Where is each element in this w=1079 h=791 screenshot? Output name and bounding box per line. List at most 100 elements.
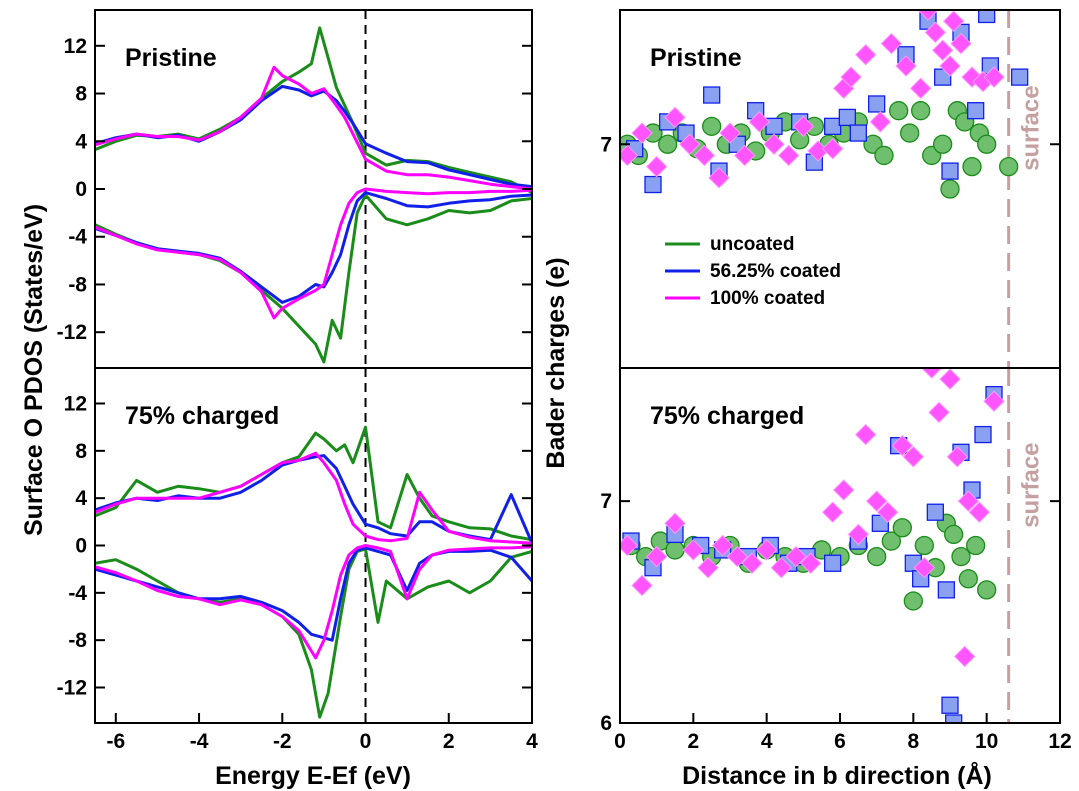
data-point-100-coated: [748, 111, 771, 133]
x-tick-label: 12: [1048, 730, 1071, 753]
data-point-100-coated: [682, 539, 705, 561]
series-line-up-100-coated: [95, 65, 532, 191]
data-point-uncoated: [665, 540, 685, 560]
y-tick-label: 12: [64, 393, 87, 416]
data-point-100-coated: [821, 138, 844, 160]
data-point-100-coated: [968, 501, 991, 523]
data-point-100-coated: [664, 512, 686, 535]
y-tick-label: -8: [68, 629, 87, 652]
data-point-56-coated: [868, 95, 886, 113]
data-point-uncoated: [966, 535, 986, 556]
data-point-uncoated: [911, 101, 931, 121]
data-point-100-coated: [726, 545, 749, 568]
data-point-100-coated: [631, 574, 653, 597]
plot-area: [95, 368, 532, 723]
x-tick-label: -4: [190, 730, 209, 753]
y-tick-label: 12: [64, 35, 87, 58]
surface-label: surface: [1018, 442, 1045, 527]
data-point-uncoated: [940, 179, 960, 199]
data-point-100-coated: [909, 77, 932, 100]
data-point-100-coated: [711, 534, 734, 557]
panel-title: Pristine: [125, 44, 217, 72]
data-point-100-coated: [719, 122, 741, 144]
panel-bader-charged: surface 6 7 0 2 4 6 8 10 12 75% charged: [600, 367, 1072, 753]
y-tick-label: -12: [57, 677, 87, 700]
data-point-100-coated: [902, 446, 925, 468]
left-y-axis-title: Surface O PDOS (States/eV): [20, 204, 48, 536]
data-point-100-coated: [777, 144, 800, 167]
data-point-100-coated: [931, 39, 954, 61]
y-tick-label: -8: [68, 273, 87, 296]
y-tick-label: 8: [75, 440, 87, 463]
data-point-56-coated: [974, 425, 992, 444]
data-point-uncoated: [951, 546, 971, 567]
data-point-uncoated: [958, 569, 978, 589]
x-tick-label: 0: [614, 730, 626, 753]
data-point-100-coated: [832, 479, 855, 501]
data-point-uncoated: [900, 123, 920, 143]
data-point-56-coated: [644, 175, 662, 194]
data-point-100-coated: [983, 66, 1005, 88]
data-point-56-coated: [967, 102, 985, 120]
data-point-56-coated: [1011, 68, 1029, 86]
surface-label: surface: [1018, 85, 1045, 170]
panel-pdos-charged: -12 -8 -4 0 4 8 12 -6 -4 -2 0 2 4 75% charged: [57, 367, 538, 753]
data-point-56-coated: [824, 117, 842, 135]
data-point-56-coated: [838, 108, 856, 127]
data-point-100-coated: [840, 66, 862, 88]
plot-area: [620, 368, 1011, 723]
data-point-100-coated: [953, 645, 976, 668]
x-tick-label: 4: [526, 730, 538, 753]
data-point-100-coated: [917, 10, 939, 21]
y-tick-label: 4: [75, 487, 87, 510]
y-tick-label: 4: [75, 130, 87, 153]
series-line-down-56-25-coated: [95, 546, 532, 642]
data-point-100-coated: [939, 55, 961, 77]
x-tick-label: 0: [360, 730, 372, 753]
y-tick-label: -4: [68, 226, 87, 249]
data-point-56-coated: [978, 10, 996, 24]
data-point-100-coated: [763, 133, 785, 155]
x-tick-label: -2: [273, 730, 292, 753]
right-x-axis-title: Distance in b direction (Å): [682, 761, 992, 790]
data-point-100-coated: [678, 133, 701, 155]
y-tick-label: 7: [600, 133, 612, 156]
y-tick-label: 8: [75, 83, 87, 106]
data-point-100-coated: [821, 501, 844, 523]
x-tick-label: 4: [761, 730, 773, 753]
data-point-100-coated: [939, 368, 961, 390]
data-point-56-coated: [849, 124, 867, 142]
data-point-uncoated: [977, 580, 997, 600]
series-line-up-56-25-coated: [95, 454, 532, 544]
data-point-100-coated: [854, 423, 877, 446]
data-point-uncoated: [944, 524, 964, 545]
panel-title: 75% charged: [125, 402, 279, 430]
data-point-100-coated: [792, 115, 815, 138]
data-point-56-coated: [703, 86, 721, 104]
y-tick-label: 6: [600, 712, 612, 735]
x-tick-label: 2: [443, 730, 455, 753]
plot-area: [95, 10, 532, 368]
data-point-56-coated: [941, 696, 959, 714]
data-point-100-coated: [799, 552, 822, 574]
data-point-100-coated: [664, 106, 686, 129]
data-point-uncoated: [867, 546, 887, 567]
data-point-56-coated: [941, 162, 959, 180]
data-point-100-coated: [741, 552, 763, 574]
data-point-56-coated: [926, 503, 944, 521]
panel-title: 75% charged: [650, 402, 804, 430]
data-point-100-coated: [913, 556, 936, 579]
x-tick-label: 2: [687, 730, 699, 753]
data-point-100-coated: [708, 167, 730, 189]
data-point-100-coated: [983, 390, 1005, 412]
data-point-100-coated: [631, 122, 653, 144]
data-point-100-coated: [928, 401, 950, 424]
y-tick-label: 7: [600, 490, 612, 513]
series-line-down-100-coated: [95, 187, 532, 320]
data-point-100-coated: [854, 44, 877, 66]
data-point-uncoated: [881, 531, 901, 551]
data-point-uncoated: [658, 134, 678, 154]
panel-bader-pristine: surface 7 Pristine uncoated 56.25% coated 100…: [600, 9, 1061, 369]
